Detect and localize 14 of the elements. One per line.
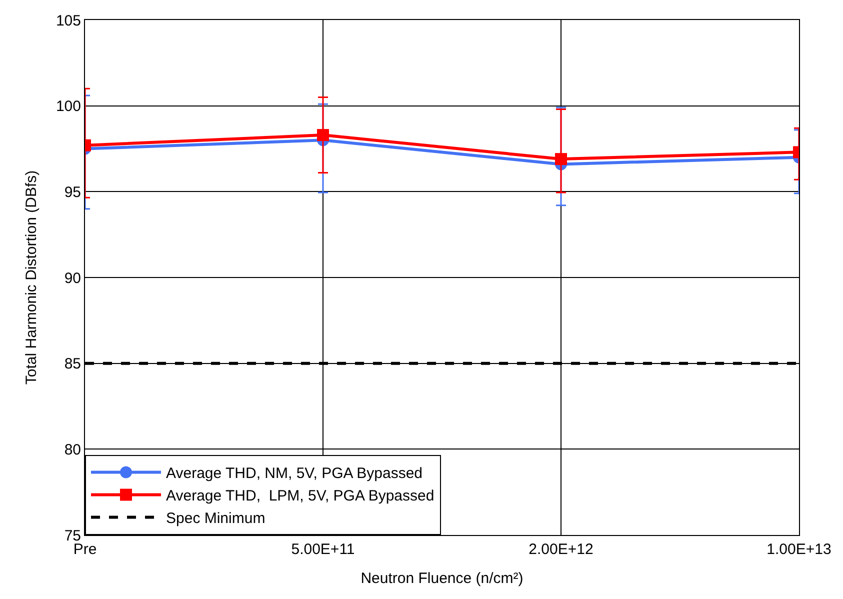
x-tick-label: 1.00E+13 [766, 541, 832, 558]
legend-label: Average THD, NM, 5V, PGA Bypassed [166, 465, 423, 482]
y-tick-label: 80 [64, 441, 81, 458]
legend-label: Average THD, LPM, 5V, PGA Bypassed [166, 488, 434, 505]
y-tick-label: 100 [56, 98, 81, 116]
legend-label: Spec Minimum [166, 510, 266, 528]
x-axis-title: Neutron Fluence (n/cm²) [360, 570, 524, 587]
y-axis-title: Total Harmonic Distortion (DBfs) [23, 170, 40, 385]
y-tick-label: 95 [64, 184, 81, 201]
y-tick-label: 85 [64, 356, 81, 373]
x-tick-label: 5.00E+11 [291, 541, 355, 558]
y-tick-label: 105 [56, 12, 81, 30]
x-tick-label: 2.00E+12 [528, 541, 594, 558]
y-tick-label: 90 [64, 270, 81, 287]
